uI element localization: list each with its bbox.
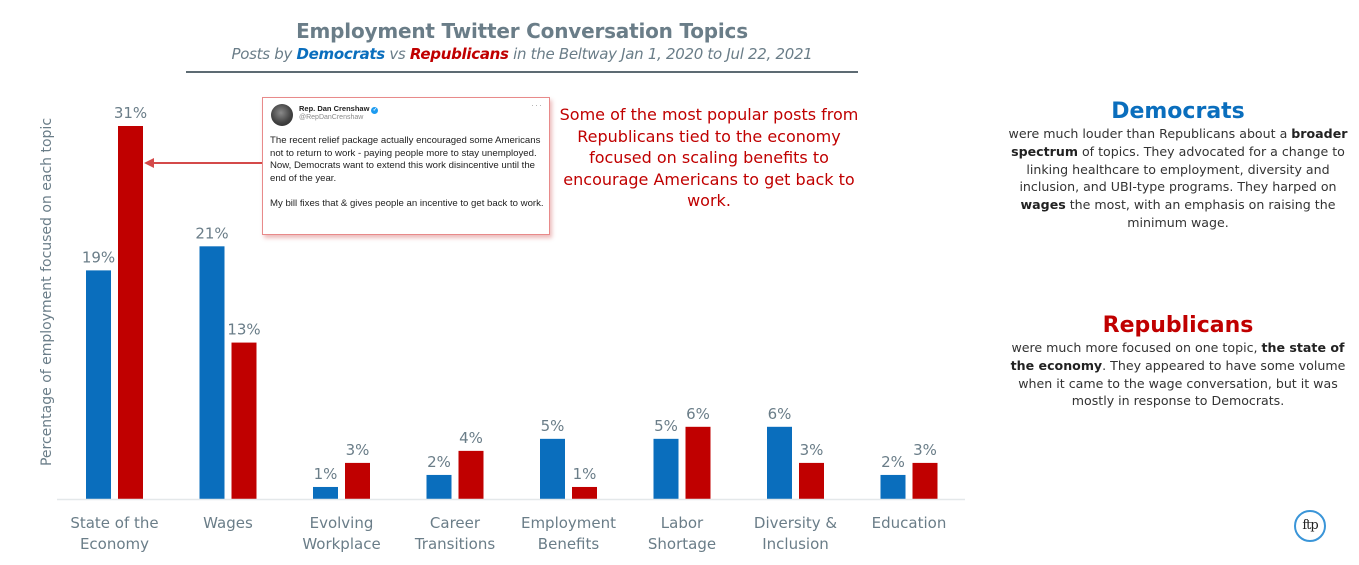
bar-democrats-0 [86,270,111,499]
value-label: 19% [82,248,115,266]
bars-group [86,126,938,499]
x-tick-label: Labor [661,514,704,532]
bar-democrats-5 [653,438,679,499]
subtitle-vs: vs [384,45,410,63]
bar-democrats-4 [540,438,565,499]
value-label: 3% [913,441,937,459]
x-tick-label: Economy [80,535,149,553]
title-divider [186,71,858,73]
bar-republicans-5 [685,426,711,499]
x-tick-label: Education [872,514,947,532]
x-tick-label: Diversity & [754,514,837,532]
text: of topics. They advocated for a change t… [1019,143,1345,195]
chart-title: Employment Twitter Conversation Topics [296,19,748,43]
value-label: 31% [114,104,147,122]
bar-democrats-6 [767,426,792,499]
tweet-author: Rep. Dan Crenshaw ✓ [299,104,379,114]
chart-subtitle: Posts by Democrats vs Republicans in the… [186,44,858,64]
x-tick-label: Career [430,514,481,532]
arrow-head-icon [144,158,154,168]
democrats-description: were much louder than Republicans about … [1008,125,1348,232]
bar-democrats-2 [313,486,338,499]
value-label: 5% [541,417,565,435]
chart-header: Employment Twitter Conversation Topics P… [186,18,858,64]
avatar [271,104,293,126]
republicans-description: were much more focused on one topic, the… [1008,339,1348,410]
bar-democrats-3 [426,474,452,499]
value-label: 6% [768,405,792,423]
value-label: 4% [459,429,483,447]
emphasis: broader spectrum [1011,126,1348,159]
tweet-body: The recent relief package actually encou… [270,135,544,209]
x-tick-label: Workplace [302,535,380,553]
text: were much more focused on one topic, [1011,340,1262,355]
bar-republicans-1 [231,342,257,499]
text: the most, with an emphasis on raising th… [1065,197,1336,230]
value-label: 2% [427,453,451,471]
subtitle-prefix: Posts by [231,45,297,63]
bar-republicans-7 [912,462,938,499]
y-axis-label: Percentage of employment focused on each… [39,118,55,466]
annotation-text: Some of the most popular posts from Repu… [559,105,859,210]
emphasis: wages [1020,197,1066,213]
x-tick-label: Evolving [310,514,374,532]
ftp-logo: ftp [1294,510,1326,542]
value-labels-group: 19% 31% 21% 13% 1% 3% 2% 4% 5% 1% 5% 6% 6% 3% 2% 3% [82,104,937,483]
value-label: 13% [227,321,260,339]
bar-democrats-7 [880,474,906,499]
value-label: 1% [573,465,597,483]
x-tick-label: Transitions [414,535,496,553]
value-label: 3% [800,441,824,459]
bar-republicans-2 [345,462,370,499]
value-label: 21% [195,224,228,242]
verified-badge-icon: ✓ [371,107,379,114]
bar-republicans-3 [458,450,484,499]
x-tick-label: Inclusion [762,535,829,553]
value-label: 1% [314,465,338,483]
bar-republicans-4 [572,486,597,499]
embedded-tweet: Rep. Dan Crenshaw ✓ @RepDanCrenshaw ··· T… [262,97,550,235]
value-label: 3% [346,441,370,459]
bar-republicans-0 [118,126,143,499]
text: were much louder than Republicans about … [1008,126,1292,141]
value-label: 2% [881,453,905,471]
x-tick-label: Wages [203,514,253,532]
x-tick-label: Benefits [538,535,600,553]
democrats-panel: Democrats were much louder than Republic… [1008,99,1348,232]
value-label: 6% [686,405,710,423]
tweet-handle: @RepDanCrenshaw [299,114,364,121]
bar-republicans-6 [799,462,824,499]
subtitle-republicans: Republicans [409,45,509,63]
callout-arrow [144,158,262,168]
tweet-author-name: Rep. Dan Crenshaw [299,104,370,113]
x-tick-label: Employment [521,514,616,532]
republicans-heading: Republicans [1102,313,1254,338]
x-tick-label: State of the [70,514,158,532]
text: . They appeared to have some volume when… [1018,357,1346,409]
democrats-heading: Democrats [1111,99,1245,124]
subtitle-suffix: in the Beltway Jan 1, 2020 to Jul 22, 20… [508,45,813,63]
republicans-panel: Republicans were much more focused on on… [1008,313,1348,410]
x-tick-labels-group: State of the Economy Wages Evolving Workplac… [70,514,946,553]
x-tick-label: Shortage [648,535,716,553]
emphasis: the state of the economy [1010,340,1345,373]
more-options-icon: ··· [531,100,543,110]
bar-democrats-1 [199,246,225,499]
subtitle-democrats: Democrats [296,45,386,63]
value-label: 5% [654,417,678,435]
